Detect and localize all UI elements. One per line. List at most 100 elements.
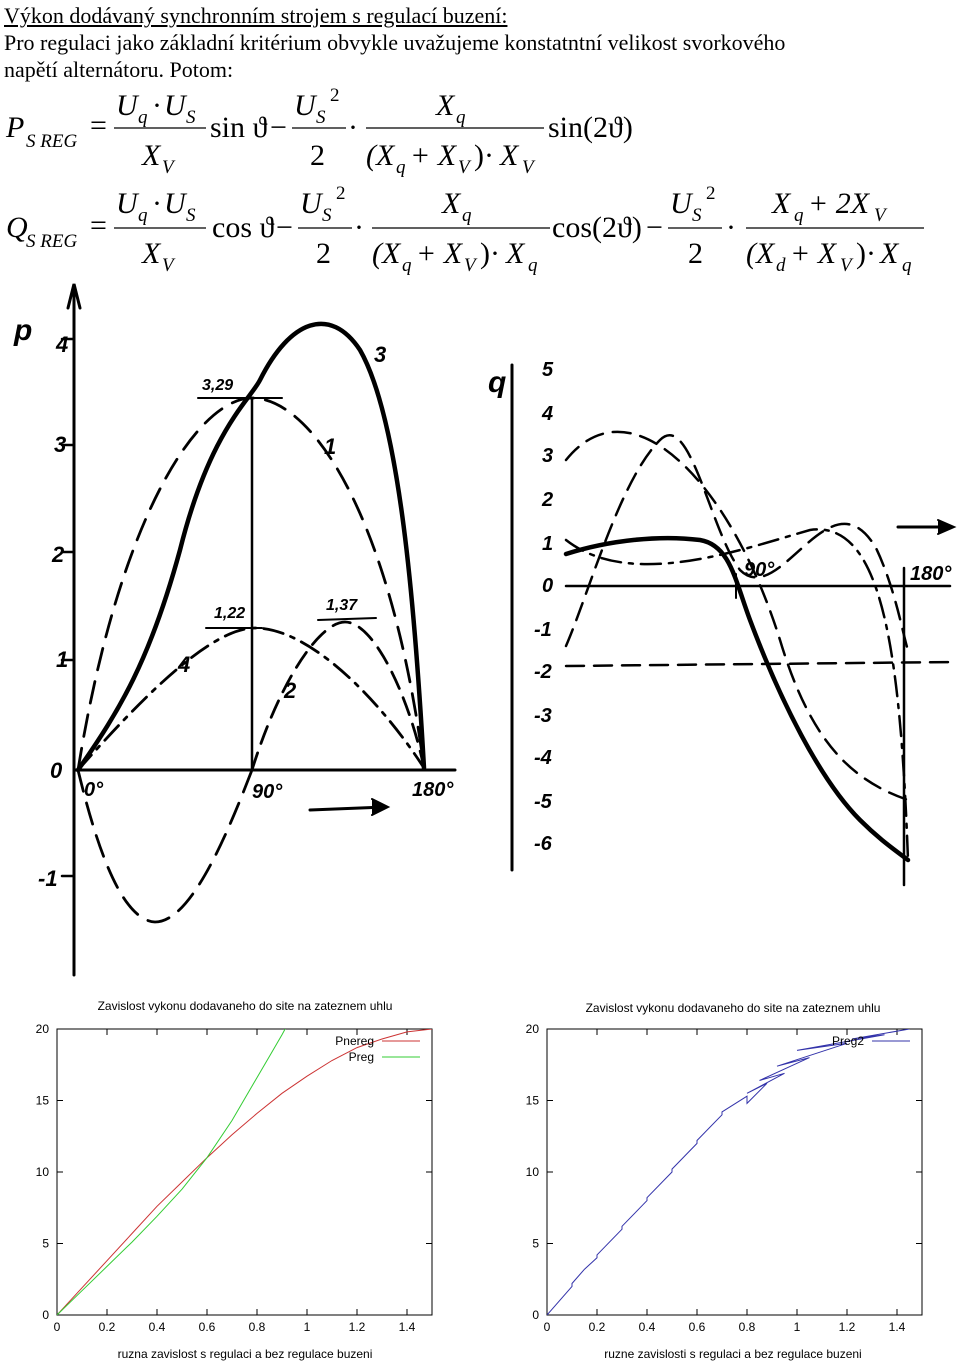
chart-right-xtick-label: 0.4 bbox=[639, 1320, 656, 1334]
svg-text:(X: (X bbox=[746, 237, 776, 270]
svg-text:·: · bbox=[152, 187, 162, 220]
svg-text:2: 2 bbox=[688, 237, 703, 270]
chart-left-xtick-label: 1.2 bbox=[349, 1320, 366, 1334]
chart-left-xtick-label: 1.4 bbox=[399, 1320, 416, 1334]
svg-text:q: q bbox=[794, 205, 804, 226]
svg-text:180°: 180° bbox=[412, 779, 454, 801]
svg-text:-1: -1 bbox=[38, 866, 58, 891]
q-axis-label: q bbox=[488, 366, 506, 399]
svg-text:-4: -4 bbox=[534, 747, 552, 769]
p-curve-2 bbox=[250, 620, 426, 772]
svg-text:sin(2ϑ): sin(2ϑ) bbox=[548, 111, 633, 144]
svg-text:q: q bbox=[456, 107, 466, 128]
p-curve-3 bbox=[75, 321, 427, 773]
svg-text:+ X: + X bbox=[790, 237, 838, 270]
p-label-2: 2 bbox=[283, 678, 297, 703]
p-annot-329: 3,29 bbox=[202, 377, 233, 394]
svg-text:1: 1 bbox=[542, 533, 553, 555]
svg-text:-2: -2 bbox=[534, 661, 552, 683]
chart-right-xtick-label: 0.6 bbox=[689, 1320, 706, 1334]
chart-right-xtick-label: 1.4 bbox=[889, 1320, 906, 1334]
q-curve-dashdot bbox=[564, 528, 910, 862]
svg-text:5: 5 bbox=[542, 359, 554, 381]
svg-text:0: 0 bbox=[542, 575, 553, 597]
svg-text:0: 0 bbox=[50, 758, 63, 783]
svg-text:V: V bbox=[162, 255, 176, 276]
heading-title: Výkon dodávaný synchronním strojem s reg… bbox=[4, 3, 508, 28]
p-curve-4 bbox=[76, 626, 426, 772]
chart-left-xtick-label: 0.6 bbox=[199, 1320, 216, 1334]
svg-text:V: V bbox=[874, 205, 888, 226]
q-curve-dashed bbox=[564, 430, 910, 802]
svg-text:q: q bbox=[396, 157, 406, 178]
chart-left-legend-label-pnereg: Pnereg bbox=[335, 1034, 374, 1048]
svg-text:+ X: + X bbox=[410, 139, 458, 172]
formula-q: Q S REG = U q · U S X V cos ϑ − U S 2 2 … bbox=[6, 183, 924, 276]
chart-left-xtick-label: 0.2 bbox=[99, 1320, 116, 1334]
chart-right-ytick-label: 20 bbox=[526, 1022, 540, 1036]
svg-text:·: · bbox=[348, 111, 358, 144]
svg-text:cos(2ϑ): cos(2ϑ) bbox=[552, 211, 642, 244]
q-curve-solid bbox=[563, 535, 911, 863]
svg-text:-6: -6 bbox=[534, 833, 553, 855]
svg-text:+ X: + X bbox=[416, 237, 464, 270]
chart-left: Zavislost vykonu dodavaneho do site na z… bbox=[36, 999, 433, 1361]
chart-right: Zavislost vykonu dodavaneho do site na z… bbox=[526, 1001, 923, 1361]
svg-text:X: X bbox=[771, 187, 792, 220]
svg-text:180°: 180° bbox=[910, 563, 952, 585]
svg-text:q: q bbox=[138, 107, 148, 128]
svg-text:Q: Q bbox=[6, 211, 28, 244]
svg-text:(X: (X bbox=[372, 237, 402, 270]
svg-text:V: V bbox=[162, 157, 176, 178]
svg-text:): ) bbox=[856, 237, 866, 270]
svg-text:·: · bbox=[490, 237, 500, 270]
svg-text:q: q bbox=[402, 255, 412, 276]
svg-text:U: U bbox=[300, 187, 324, 220]
sketch-p-diagram: p 4 3 2 1 0 -1 0° 90° 180° 1 2 3 4 3,29 … bbox=[13, 283, 457, 977]
p-t1-num-a: U bbox=[116, 89, 140, 122]
svg-text:0°: 0° bbox=[84, 779, 104, 801]
svg-text:+ 2X: + 2X bbox=[808, 187, 871, 220]
svg-text:X: X bbox=[435, 89, 456, 122]
svg-text:90°: 90° bbox=[252, 781, 283, 803]
svg-text:S: S bbox=[316, 107, 326, 128]
svg-text:3: 3 bbox=[542, 445, 553, 467]
svg-text:cos ϑ: cos ϑ bbox=[212, 211, 274, 244]
svg-text:q: q bbox=[138, 205, 148, 226]
svg-text:U: U bbox=[294, 89, 318, 122]
chart-right-ytick-label: 0 bbox=[532, 1308, 539, 1322]
svg-text:X: X bbox=[441, 187, 462, 220]
chart-right-xtick-label: 1 bbox=[794, 1320, 801, 1334]
chart-left-frame bbox=[56, 1028, 433, 1316]
chart-right-xtick-label: 0 bbox=[544, 1320, 551, 1334]
svg-text:U: U bbox=[164, 187, 188, 220]
svg-text:-5: -5 bbox=[534, 791, 553, 813]
p-label-4: 4 bbox=[177, 652, 190, 677]
svg-text:-1: -1 bbox=[534, 619, 552, 641]
svg-text:1: 1 bbox=[56, 647, 68, 672]
svg-text:−: − bbox=[646, 211, 663, 244]
chart-right-ytick-label: 10 bbox=[526, 1165, 540, 1179]
chart-right-legend-label-preg2: Preg2 bbox=[832, 1034, 864, 1048]
formula-p: P S REG = U q · U S X V sin ϑ − U S 2 2 … bbox=[5, 85, 633, 178]
chart-left-ytick-label: 0 bbox=[42, 1308, 49, 1322]
svg-text:): ) bbox=[474, 139, 484, 172]
svg-text:=: = bbox=[90, 209, 107, 242]
p-curve-1 bbox=[76, 396, 426, 772]
svg-text:·: · bbox=[726, 211, 736, 244]
svg-text:S: S bbox=[322, 205, 332, 226]
svg-text:X: X bbox=[499, 139, 520, 172]
p-lhs-sub: S REG bbox=[26, 131, 77, 152]
svg-text:S: S bbox=[186, 205, 196, 226]
svg-text:U: U bbox=[670, 187, 694, 220]
svg-text:): ) bbox=[480, 237, 490, 270]
svg-text:q: q bbox=[528, 255, 538, 276]
svg-text:V: V bbox=[458, 157, 472, 178]
svg-text:X: X bbox=[505, 237, 526, 270]
p-label-3: 3 bbox=[374, 342, 386, 367]
svg-text:(X: (X bbox=[366, 139, 396, 172]
chart-left-title: Zavislost vykonu dodavaneho do site na z… bbox=[98, 999, 393, 1013]
svg-text:2: 2 bbox=[310, 139, 325, 172]
p-annot-122: 1,22 bbox=[214, 605, 245, 622]
svg-text:d: d bbox=[776, 255, 786, 276]
